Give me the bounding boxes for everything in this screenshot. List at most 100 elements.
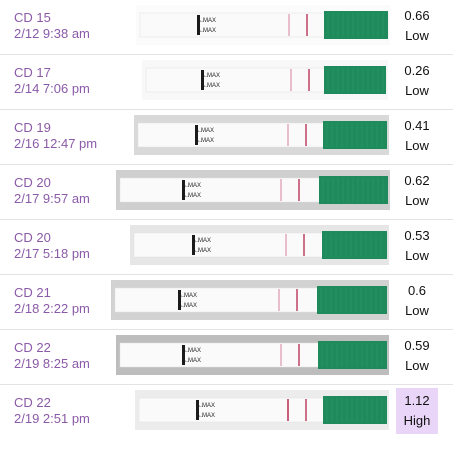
strip-divider (197, 15, 200, 35)
test-row[interactable]: CD 19 2/16 12:47 pm ← MAX ← MAX 0.41 Low (0, 110, 453, 165)
result-ratio: 0.53 (404, 228, 430, 243)
cycle-day: CD 20 (14, 175, 51, 190)
test-line (287, 124, 289, 146)
test-datetime: 2/18 2:22 pm (14, 301, 90, 316)
test-row[interactable]: CD 20 2/17 5:18 pm ← MAX ← MAX 0.53 Low (0, 220, 453, 275)
max-arrow-label: MAX (188, 348, 201, 354)
arrow-icon: ← (184, 358, 190, 364)
result-badge-high: 1.12 High (396, 388, 438, 434)
test-row[interactable]: CD 17 2/14 7:06 pm ← MAX ← MAX 0.26 Low (0, 55, 453, 110)
control-line (308, 69, 310, 91)
max-arrow-label: MAX (184, 293, 197, 299)
arrow-icon: ← (184, 348, 190, 354)
strip-divider (182, 180, 185, 200)
test-strip-image: ←MAX←MAX (111, 280, 389, 320)
max-arrow-label: MAX (188, 358, 201, 364)
test-row[interactable]: CD 20 2/17 9:57 am ← MAX ← MAX 0.62 Low (0, 165, 453, 220)
result-badge: 0.41 Low (396, 113, 438, 159)
test-strip-photo[interactable]: ← MAX ← MAX (116, 335, 389, 375)
test-strip-photo[interactable]: ← MAX ← MAX (136, 5, 390, 45)
test-datetime: 2/19 8:25 am (14, 356, 90, 371)
result-ratio: 0.6 (407, 283, 427, 298)
test-row[interactable]: CD 22 2/19 2:51 pm ← MAX ← MAX 1.12 High (0, 385, 453, 440)
result-level: Low (405, 303, 429, 318)
result-badge: 0.6 Low (396, 278, 438, 324)
cycle-day: CD 22 (14, 395, 51, 410)
strip-handle (322, 231, 387, 259)
test-line (288, 14, 290, 36)
arrow-icon: ← (199, 28, 205, 34)
test-line (280, 179, 282, 201)
max-arrow-label: MAX (188, 193, 201, 199)
max-arrow-label: MAX (207, 83, 220, 89)
test-strip-photo[interactable]: ← MAX ← MAX (142, 60, 388, 100)
strip-divider (196, 400, 199, 420)
arrow-icon: ← (203, 83, 209, 89)
arrow-icon: ← (198, 413, 204, 419)
arrow-icon: ← (203, 73, 209, 79)
max-arrow-label: MAX (203, 28, 216, 34)
arrow-icon: ← (198, 403, 204, 409)
test-strip-photo[interactable]: ← MAX ← MAX (130, 225, 389, 265)
test-datetime: 2/17 9:57 am (14, 191, 90, 206)
test-strip-image: ←MAX←MAX (116, 170, 390, 210)
cycle-day: CD 17 (14, 65, 51, 80)
result-ratio: 0.26 (404, 63, 430, 78)
test-strip-image: ←MAX←MAX (130, 225, 389, 265)
result-badge: 0.62 Low (396, 168, 438, 214)
arrow-icon: ← (180, 293, 186, 299)
test-line (278, 289, 280, 311)
result-ratio: 1.12 (404, 393, 430, 408)
test-strip-photo[interactable]: ← MAX ← MAX (111, 280, 389, 320)
test-strip-photo[interactable]: ← MAX ← MAX (116, 170, 390, 210)
control-line (298, 344, 300, 366)
result-level: Low (405, 28, 429, 43)
test-line (285, 234, 287, 256)
cycle-day: CD 15 (14, 10, 51, 25)
cycle-day: CD 20 (14, 230, 51, 245)
test-label: CD 15 2/12 9:38 am (14, 10, 90, 42)
test-strip-image: ←MAX←MAX (134, 115, 389, 155)
test-row[interactable]: CD 22 2/19 8:25 am ← MAX ← MAX 0.59 Low (0, 330, 453, 385)
test-datetime: 2/17 5:18 pm (14, 246, 90, 261)
control-line (305, 399, 307, 421)
result-ratio: 0.62 (404, 173, 430, 188)
arrow-icon: ← (197, 128, 203, 134)
control-line (296, 289, 298, 311)
cycle-day: CD 19 (14, 120, 51, 135)
strip-divider (178, 290, 181, 310)
result-badge: 0.26 Low (396, 58, 438, 104)
strip-handle (323, 396, 387, 424)
result-badge: 0.59 Low (396, 333, 438, 379)
test-strip-image: ←MAX←MAX (142, 60, 388, 100)
test-label: CD 20 2/17 9:57 am (14, 175, 90, 207)
strip-handle (324, 11, 388, 39)
test-strip-photo[interactable]: ← MAX ← MAX (135, 390, 389, 430)
strip-handle (324, 66, 386, 94)
result-ratio: 0.41 (404, 118, 430, 133)
result-level: High (403, 413, 431, 428)
arrow-icon: ← (197, 138, 203, 144)
test-label: CD 17 2/14 7:06 pm (14, 65, 90, 97)
strip-handle (319, 176, 388, 204)
test-line (280, 344, 282, 366)
control-line (298, 179, 300, 201)
result-ratio: 0.59 (404, 338, 430, 353)
arrow-icon: ← (180, 303, 186, 309)
max-arrow-label: MAX (203, 18, 216, 24)
test-row[interactable]: CD 15 2/12 9:38 am ← MAX ← MAX 0.66 Low (0, 0, 453, 55)
test-datetime: 2/14 7:06 pm (14, 81, 90, 96)
test-datetime: 2/16 12:47 pm (14, 136, 98, 151)
test-strip-photo[interactable]: ← MAX ← MAX (134, 115, 389, 155)
result-level: Low (405, 248, 429, 263)
test-row[interactable]: CD 21 2/18 2:22 pm ← MAX ← MAX 0.6 Low (0, 275, 453, 330)
result-level: Low (405, 193, 429, 208)
max-arrow-label: MAX (207, 73, 220, 79)
cycle-day: CD 21 (14, 285, 51, 300)
test-strip-image: ←MAX←MAX (116, 335, 389, 375)
max-arrow-label: MAX (198, 238, 211, 244)
test-line (287, 399, 289, 421)
test-label: CD 21 2/18 2:22 pm (14, 285, 90, 317)
test-datetime: 2/12 9:38 am (14, 26, 90, 41)
